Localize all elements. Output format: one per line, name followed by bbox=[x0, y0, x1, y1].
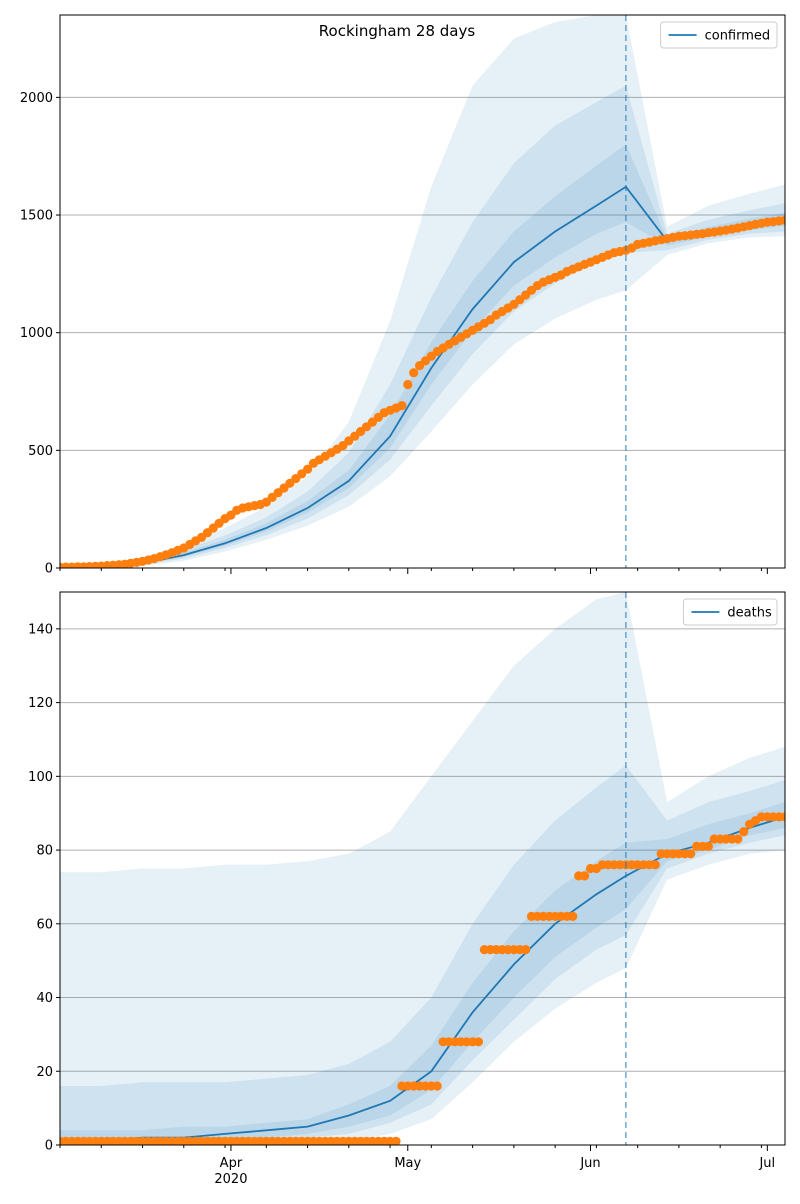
y-tick-label: 1000 bbox=[20, 326, 53, 341]
observed-point bbox=[432, 1081, 442, 1091]
plot-area bbox=[60, 15, 785, 568]
legend-label: confirmed bbox=[705, 29, 771, 44]
y-tick-label: 120 bbox=[28, 696, 53, 711]
x-tick-label: Jun bbox=[579, 1156, 600, 1171]
legend: deaths bbox=[682, 598, 778, 626]
y-tick-label: 40 bbox=[36, 991, 53, 1006]
observed-point bbox=[409, 368, 419, 378]
y-tick-label: 80 bbox=[36, 844, 53, 859]
observed-point bbox=[568, 911, 578, 922]
uncertainty-band-inner bbox=[60, 802, 785, 1145]
observed-point bbox=[780, 812, 785, 822]
plot-area bbox=[60, 592, 785, 1145]
x-tick-label: Apr bbox=[220, 1156, 243, 1171]
legend-box bbox=[660, 21, 778, 49]
y-tick-label: 20 bbox=[36, 1065, 53, 1080]
y-tick-label: 100 bbox=[28, 770, 53, 785]
observed-point bbox=[521, 945, 531, 955]
observed-point bbox=[733, 834, 743, 844]
observed-point bbox=[780, 215, 785, 225]
observed-point bbox=[703, 841, 714, 852]
y-tick-label: 140 bbox=[28, 622, 53, 637]
uncertainty-band-middle bbox=[60, 85, 785, 568]
uncertainty-band-outer bbox=[60, 15, 785, 568]
observed-point bbox=[391, 1136, 401, 1145]
observed-point bbox=[739, 827, 749, 837]
observed-point bbox=[580, 871, 590, 881]
y-tick-label: 2000 bbox=[20, 91, 53, 106]
observed-point bbox=[686, 849, 696, 859]
x-tick-label: Jul bbox=[758, 1156, 775, 1171]
observed-point bbox=[473, 1037, 484, 1047]
chart-title: Rockingham 28 days bbox=[319, 22, 476, 40]
y-tick-label: 0 bbox=[45, 562, 53, 577]
observed-point bbox=[403, 379, 413, 390]
uncertainty-band-middle bbox=[60, 765, 785, 1145]
observed-point bbox=[397, 401, 407, 411]
x-year-label: 2020 bbox=[214, 1172, 247, 1187]
x-tick-label: May bbox=[394, 1156, 421, 1171]
y-tick-label: 500 bbox=[28, 444, 53, 459]
uncertainty-band-outer bbox=[60, 592, 785, 1145]
y-tick-label: 1500 bbox=[20, 209, 53, 224]
panel-confirmed-panel: 0 500 1000 1500 2000 confirmed bbox=[20, 14, 786, 577]
y-tick-label: 60 bbox=[36, 917, 53, 932]
legend-box bbox=[682, 598, 778, 626]
y-tick-label: 0 bbox=[45, 1139, 53, 1154]
observed-point bbox=[650, 860, 660, 870]
axes-frame bbox=[59, 14, 786, 569]
legend-label: deaths bbox=[727, 606, 772, 621]
observed-point bbox=[303, 464, 313, 474]
axes-frame bbox=[59, 591, 786, 1146]
legend: confirmed bbox=[660, 21, 778, 49]
